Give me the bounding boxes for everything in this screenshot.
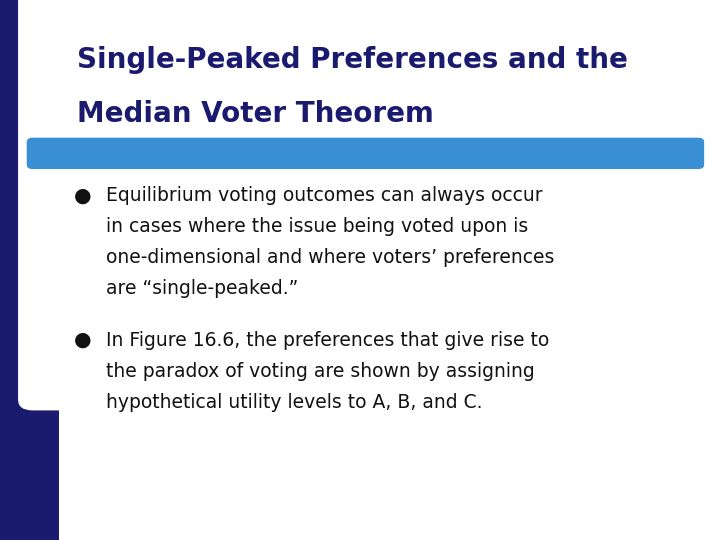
Text: the paradox of voting are shown by assigning: the paradox of voting are shown by assig… — [106, 362, 534, 381]
Text: hypothetical utility levels to A, B, and C.: hypothetical utility levels to A, B, and… — [106, 393, 482, 411]
FancyBboxPatch shape — [18, 0, 720, 410]
Text: are “single-peaked.”: are “single-peaked.” — [106, 279, 298, 298]
Text: in cases where the issue being voted upon is: in cases where the issue being voted upo… — [106, 217, 528, 236]
Text: one-dimensional and where voters’ preferences: one-dimensional and where voters’ prefer… — [106, 248, 554, 267]
Text: ●: ● — [73, 186, 91, 205]
Text: Equilibrium voting outcomes can always occur: Equilibrium voting outcomes can always o… — [106, 186, 542, 205]
Text: 72: 72 — [14, 493, 45, 513]
Text: ●: ● — [73, 331, 91, 350]
Text: Single-Peaked Preferences and the: Single-Peaked Preferences and the — [77, 46, 628, 74]
FancyBboxPatch shape — [27, 138, 704, 169]
Bar — [0, 0, 59, 540]
Bar — [0, 0, 256, 138]
Text: In Figure 16.6, the preferences that give rise to: In Figure 16.6, the preferences that giv… — [106, 331, 549, 350]
Text: Median Voter Theorem: Median Voter Theorem — [77, 100, 434, 128]
